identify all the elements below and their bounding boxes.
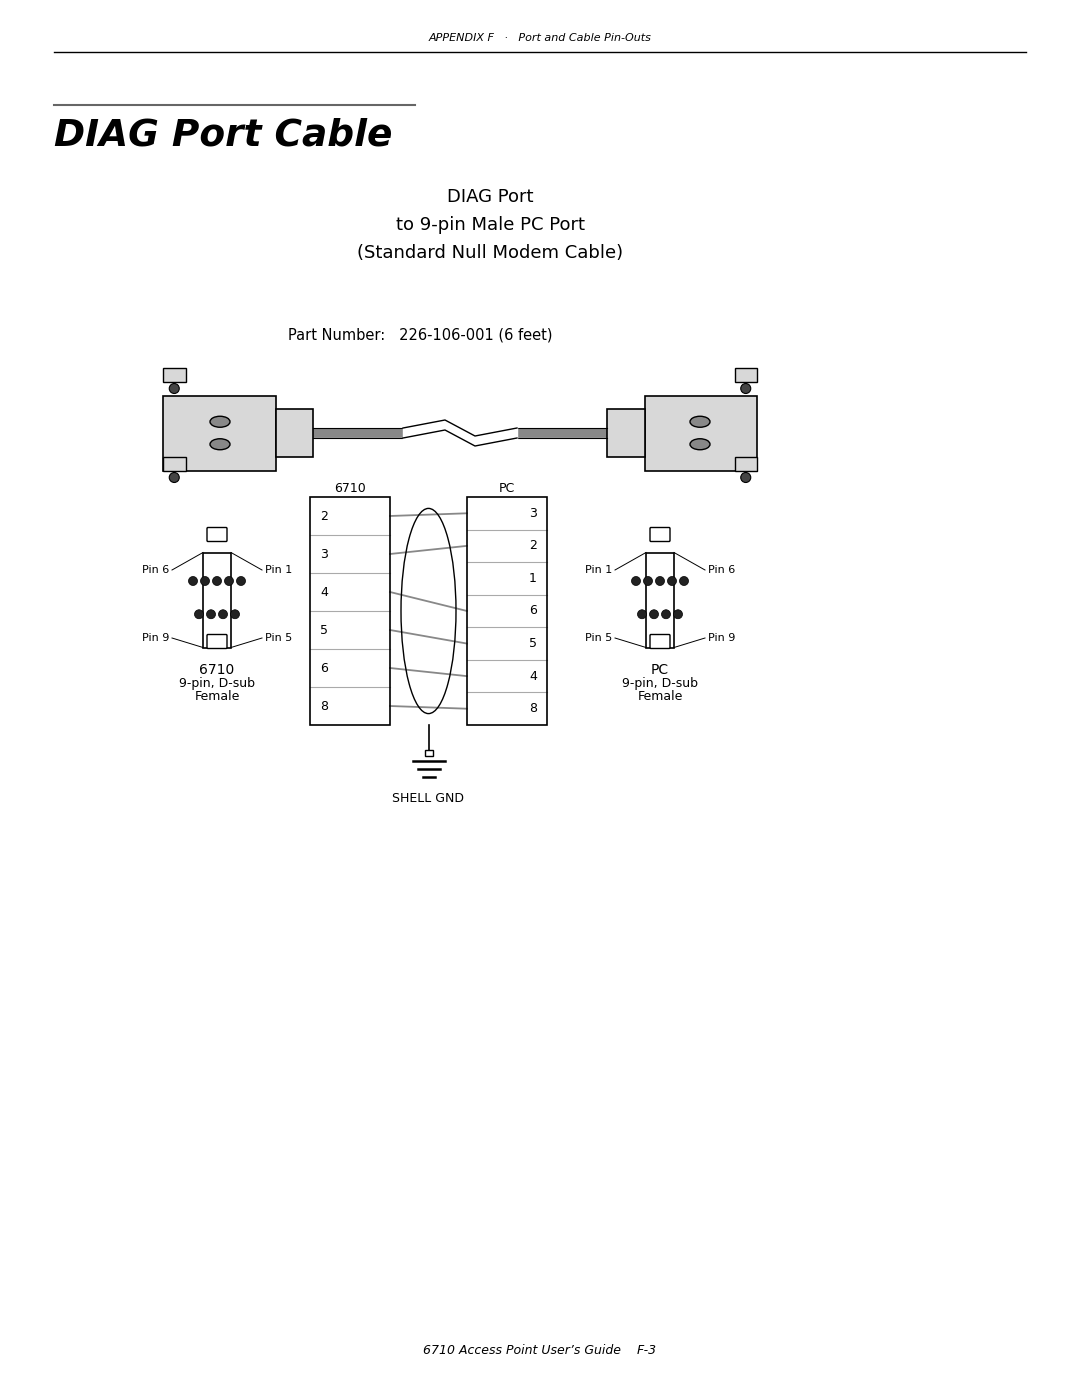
Circle shape (741, 472, 751, 482)
Text: 8: 8 (529, 703, 537, 715)
Text: Pin 9: Pin 9 (708, 633, 735, 643)
Ellipse shape (210, 416, 230, 427)
Text: Pin 1: Pin 1 (265, 564, 293, 576)
Circle shape (230, 609, 240, 619)
Text: Part Number:   226-106-001 (6 feet): Part Number: 226-106-001 (6 feet) (287, 327, 552, 342)
Bar (645, 395, 757, 471)
Text: Pin 6: Pin 6 (141, 564, 168, 576)
Ellipse shape (690, 416, 710, 427)
Circle shape (170, 384, 179, 394)
Text: 1: 1 (529, 571, 537, 585)
Text: 6: 6 (320, 662, 328, 675)
Circle shape (632, 577, 640, 585)
Text: 6710: 6710 (334, 482, 366, 496)
Circle shape (189, 577, 198, 585)
Text: Female: Female (194, 690, 240, 703)
Circle shape (674, 609, 683, 619)
Circle shape (237, 577, 245, 585)
Circle shape (213, 577, 221, 585)
Bar (163, 457, 186, 471)
Circle shape (661, 609, 671, 619)
Text: 6710: 6710 (200, 662, 234, 676)
Text: 2: 2 (320, 510, 328, 522)
Text: 4: 4 (529, 669, 537, 683)
Text: DIAG Port
to 9-pin Male PC Port
(Standard Null Modem Cable): DIAG Port to 9-pin Male PC Port (Standar… (356, 189, 623, 261)
Text: Pin 1: Pin 1 (584, 564, 612, 576)
Bar (203, 552, 231, 647)
Text: 5: 5 (529, 637, 537, 650)
Bar (734, 457, 757, 471)
FancyBboxPatch shape (207, 634, 227, 648)
Circle shape (679, 577, 689, 585)
Bar (424, 750, 432, 756)
Text: PC: PC (499, 482, 515, 496)
Circle shape (194, 609, 203, 619)
FancyBboxPatch shape (650, 528, 670, 542)
Circle shape (218, 609, 228, 619)
Bar (467, 497, 546, 725)
Text: 2: 2 (529, 539, 537, 552)
Text: PC: PC (651, 662, 670, 676)
Text: 3: 3 (320, 548, 328, 560)
FancyBboxPatch shape (207, 528, 227, 542)
Text: 8: 8 (320, 700, 328, 712)
Text: Pin 6: Pin 6 (708, 564, 735, 576)
Ellipse shape (210, 439, 230, 450)
Bar (646, 552, 674, 647)
Text: 6710 Access Point User’s Guide    F-3: 6710 Access Point User’s Guide F-3 (423, 1344, 657, 1356)
Bar (310, 497, 390, 725)
Bar (734, 367, 757, 381)
FancyBboxPatch shape (650, 634, 670, 648)
Text: Female: Female (637, 690, 683, 703)
Text: 9-pin, D-sub: 9-pin, D-sub (179, 678, 255, 690)
Text: 6: 6 (529, 605, 537, 617)
Text: Pin 9: Pin 9 (141, 633, 168, 643)
Bar (163, 395, 275, 471)
Text: 5: 5 (320, 623, 328, 637)
Text: DIAG Port Cable: DIAG Port Cable (54, 117, 392, 154)
Circle shape (656, 577, 664, 585)
Circle shape (667, 577, 676, 585)
Circle shape (644, 577, 652, 585)
Bar (607, 409, 645, 457)
Text: Pin 5: Pin 5 (265, 633, 293, 643)
Text: 4: 4 (320, 585, 328, 598)
Circle shape (201, 577, 210, 585)
Circle shape (225, 577, 233, 585)
Text: APPENDIX F   ·   Port and Cable Pin-Outs: APPENDIX F · Port and Cable Pin-Outs (429, 34, 651, 43)
Text: SHELL GND: SHELL GND (392, 792, 464, 806)
Bar (163, 367, 186, 381)
Circle shape (206, 609, 216, 619)
Bar (275, 409, 313, 457)
Ellipse shape (690, 439, 710, 450)
Text: Pin 5: Pin 5 (584, 633, 612, 643)
Text: 9-pin, D-sub: 9-pin, D-sub (622, 678, 698, 690)
Circle shape (741, 384, 751, 394)
Text: 3: 3 (529, 507, 537, 520)
Circle shape (170, 472, 179, 482)
Circle shape (649, 609, 659, 619)
Circle shape (637, 609, 647, 619)
